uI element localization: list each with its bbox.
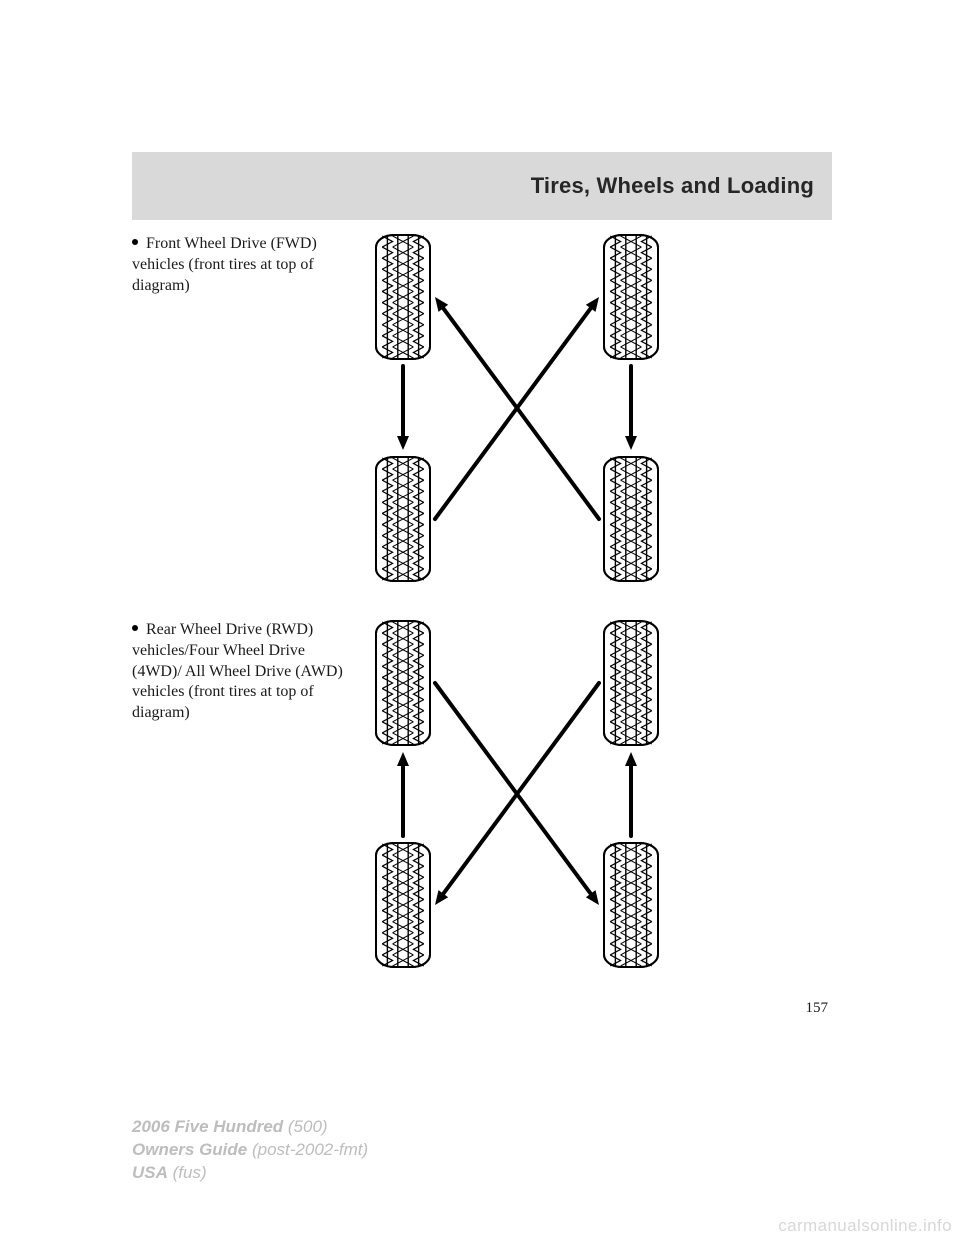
footer-line-2: Owners Guide (post-2002-fmt): [132, 1139, 368, 1162]
bullet-dot-icon: [132, 625, 138, 631]
rwd-diagram-col: [367, 620, 832, 968]
section-header: Tires, Wheels and Loading: [132, 152, 832, 220]
bullet-dot-icon: [132, 239, 138, 245]
rwd-text: Rear Wheel Drive (RWD) vehicles/Four Whe…: [132, 621, 343, 721]
fwd-row: Front Wheel Drive (FWD) vehicles (front …: [132, 234, 832, 582]
rwd-row: Rear Wheel Drive (RWD) vehicles/Four Whe…: [132, 620, 832, 968]
watermark: carmanualsonline.info: [778, 1216, 952, 1236]
rotation-arrows: [367, 234, 667, 582]
footer-line-3: USA (fus): [132, 1162, 368, 1185]
section-title: Tires, Wheels and Loading: [531, 173, 814, 199]
footer-line-1: 2006 Five Hundred (500): [132, 1116, 368, 1139]
rotation-arrows: [367, 620, 667, 968]
content-area: Tires, Wheels and Loading Front Wheel Dr…: [132, 152, 832, 968]
fwd-diagram-col: [367, 234, 832, 582]
page-number: 157: [806, 1000, 829, 1017]
fwd-text: Front Wheel Drive (FWD) vehicles (front …: [132, 235, 317, 294]
rwd-bullet: Rear Wheel Drive (RWD) vehicles/Four Whe…: [132, 620, 367, 724]
footer: 2006 Five Hundred (500) Owners Guide (po…: [132, 1116, 368, 1185]
fwd-diagram: [367, 234, 667, 582]
page: Tires, Wheels and Loading Front Wheel Dr…: [0, 0, 960, 1242]
rwd-diagram: [367, 620, 667, 968]
fwd-bullet: Front Wheel Drive (FWD) vehicles (front …: [132, 234, 367, 296]
